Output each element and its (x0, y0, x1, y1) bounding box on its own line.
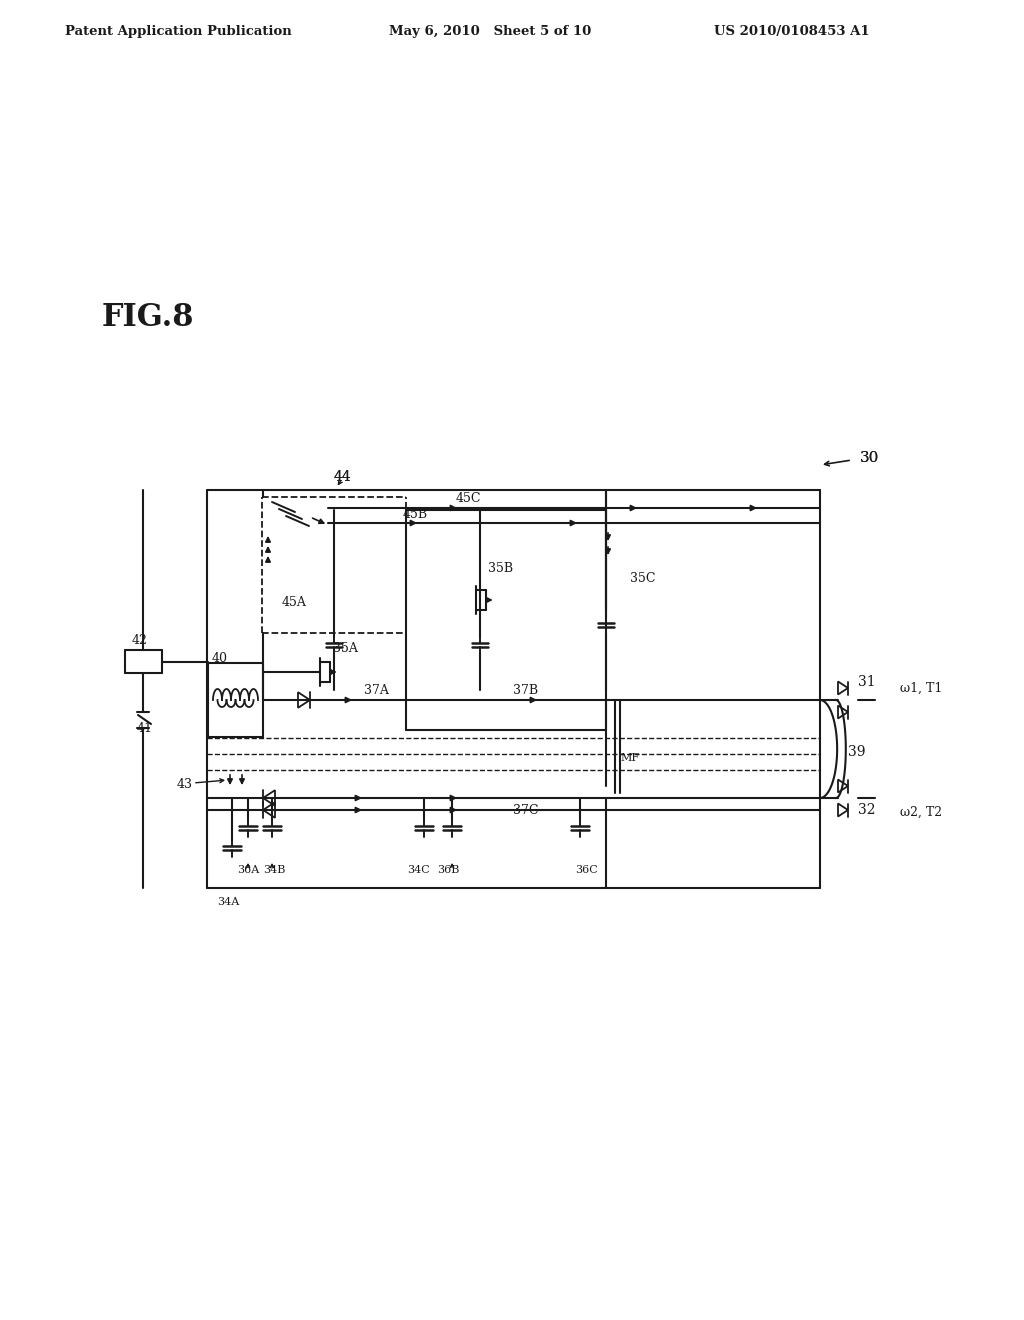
Text: US 2010/0108453 A1: US 2010/0108453 A1 (714, 25, 869, 38)
Text: 44: 44 (333, 470, 351, 484)
Text: 40: 40 (212, 652, 228, 664)
Text: 35C: 35C (630, 572, 655, 585)
Text: 35B: 35B (488, 561, 513, 574)
Text: 36B: 36B (437, 865, 459, 875)
Text: 45C: 45C (456, 491, 480, 504)
Text: 39: 39 (848, 744, 865, 759)
Text: 32: 32 (858, 803, 876, 817)
Text: 45A: 45A (282, 595, 306, 609)
Text: 36C: 36C (574, 865, 597, 875)
Text: Patent Application Publication: Patent Application Publication (65, 25, 292, 38)
Text: 37C: 37C (513, 804, 539, 817)
Text: 37A: 37A (364, 685, 388, 697)
Text: 42: 42 (132, 634, 147, 647)
Text: 44: 44 (333, 470, 351, 484)
Text: 45B: 45B (402, 507, 428, 520)
Text: ω2, T2: ω2, T2 (900, 805, 942, 818)
Text: 34B: 34B (263, 865, 286, 875)
Text: 34A: 34A (217, 898, 240, 907)
Text: 31: 31 (858, 675, 876, 689)
Text: 36A: 36A (237, 865, 259, 875)
Text: 43: 43 (177, 777, 193, 791)
Text: May 6, 2010   Sheet 5 of 10: May 6, 2010 Sheet 5 of 10 (389, 25, 591, 38)
Text: 41: 41 (137, 722, 153, 734)
Text: ω1, T1: ω1, T1 (900, 681, 942, 694)
Text: 34C: 34C (407, 865, 429, 875)
Text: 30: 30 (860, 451, 880, 465)
Text: MF: MF (620, 752, 639, 763)
Text: 37B: 37B (513, 685, 539, 697)
Text: FIG.8: FIG.8 (101, 302, 195, 334)
Text: 35A: 35A (333, 642, 357, 655)
Text: 30: 30 (860, 451, 880, 465)
